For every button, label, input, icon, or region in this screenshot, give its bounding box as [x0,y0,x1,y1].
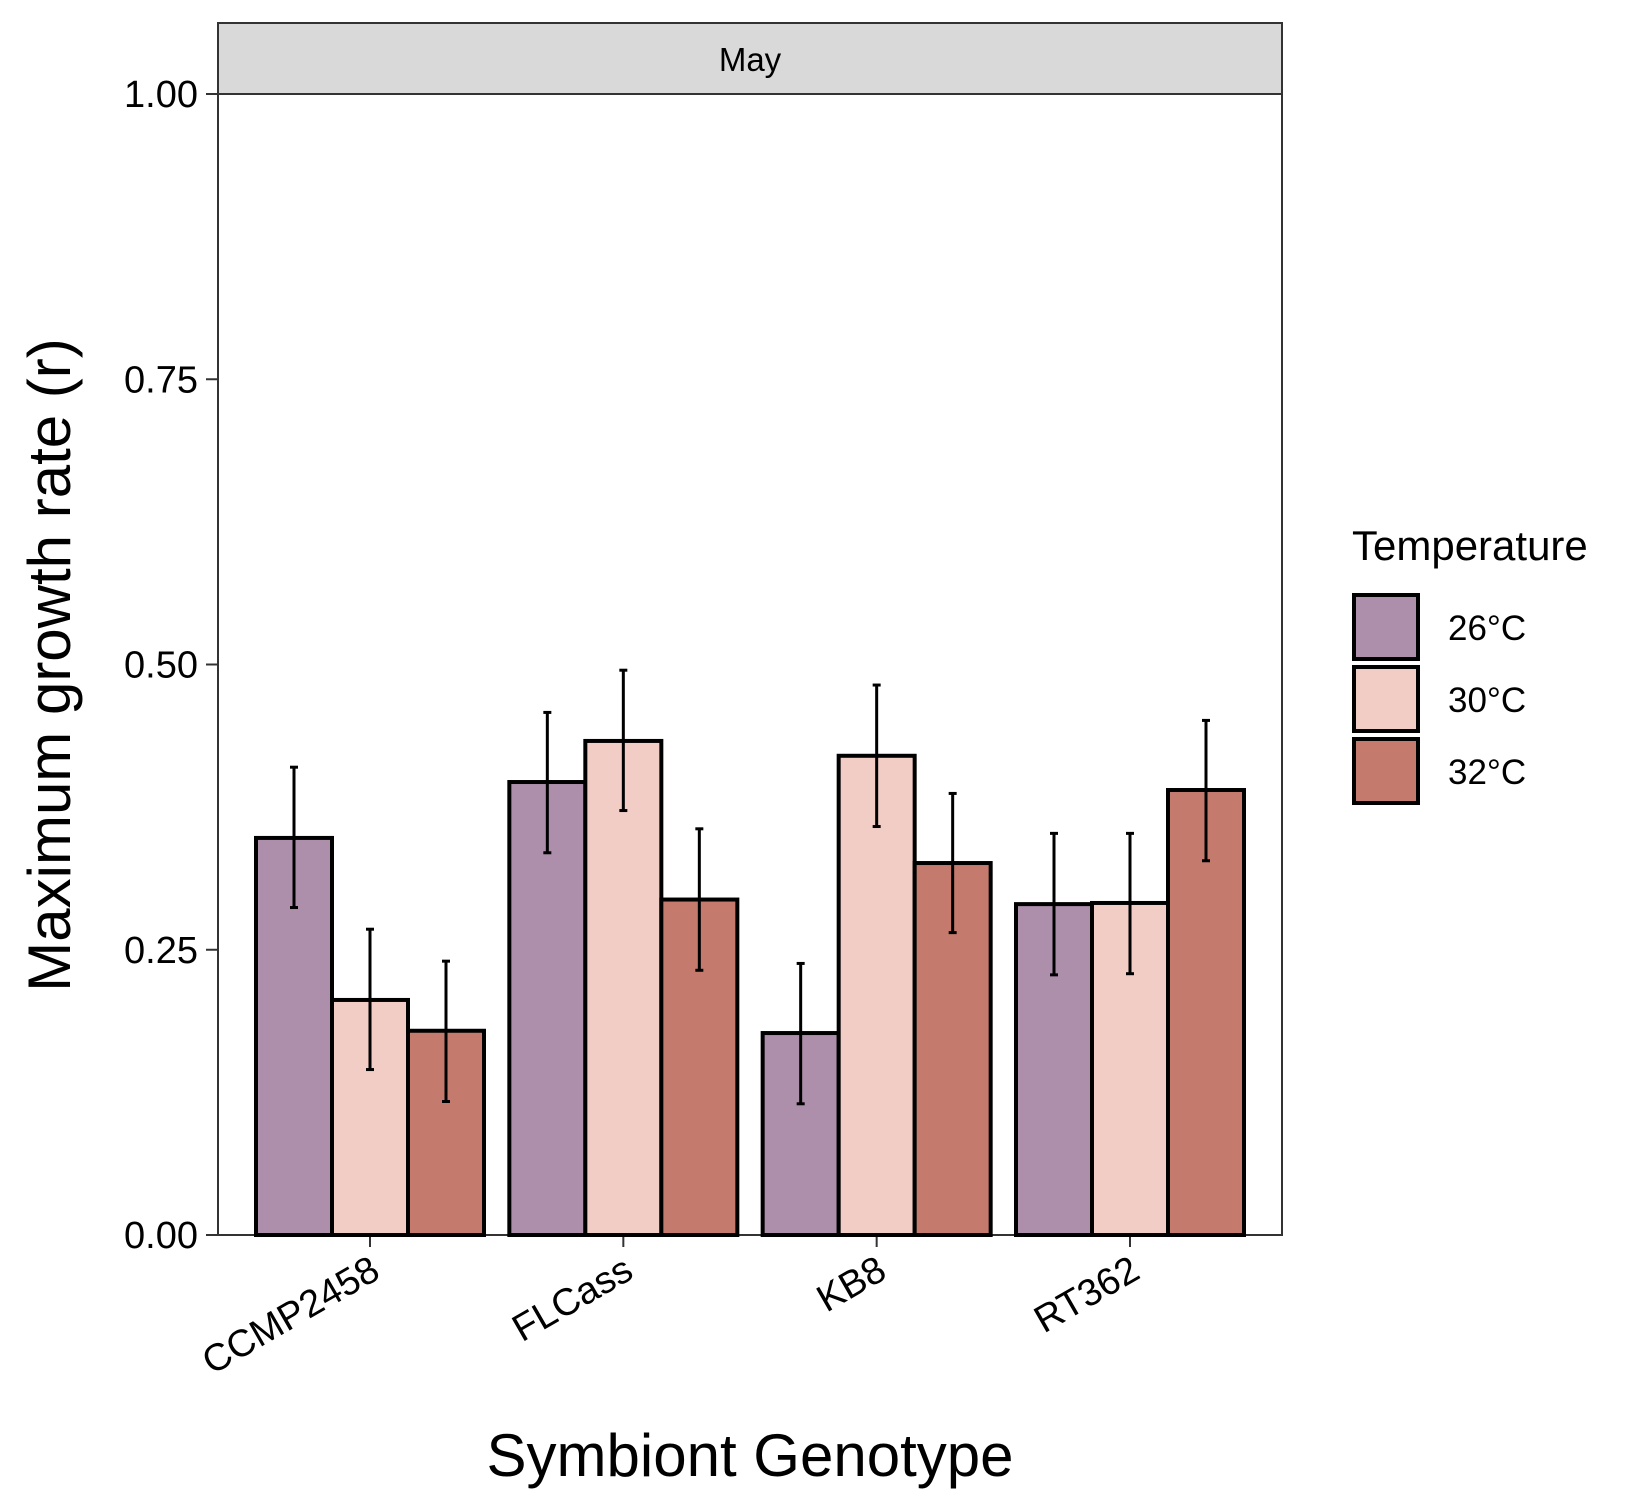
bars-group [254,738,1246,1238]
facet-strip [217,22,1283,95]
y-tick-label: 0.50 [124,645,198,687]
x-tick-label: RT362 [1027,1248,1146,1341]
y-tick-label: 0.75 [124,359,198,401]
error-bars-group [290,668,1210,1106]
bar [836,753,917,1238]
bar [1166,788,1246,1237]
y-axis-title: Maximum growth rate (r) [16,338,83,991]
bar [659,897,740,1238]
bar [583,738,664,1238]
legend: Temperature 26°C 30°C 32°C [1352,522,1588,805]
x-tick-label: FLCass [505,1248,639,1350]
y-tick-label: 1.00 [124,74,198,116]
legend-key [1352,593,1420,661]
x-tick-label: KB8 [810,1248,893,1320]
y-tick-label: 0.00 [124,1215,198,1257]
y-tick-label: 0.25 [124,930,198,972]
y-axis: 0.00 0.25 0.50 0.75 1.00 [124,74,218,1257]
legend-key [1352,665,1420,733]
x-axis: CCMP2458 FLCass KB8 RT362 [195,1235,1147,1383]
x-axis-title: Symbiont Genotype [487,1422,1014,1489]
x-tick-label: CCMP2458 [195,1248,386,1383]
facet-label: May [719,41,782,78]
bar [507,780,588,1237]
legend-key [1352,737,1420,805]
legend-title: Temperature [1352,522,1588,569]
bar [1014,902,1094,1237]
legend-label: 30°C [1448,681,1526,720]
legend-label: 26°C [1448,609,1526,648]
legend-label: 32°C [1448,753,1526,792]
